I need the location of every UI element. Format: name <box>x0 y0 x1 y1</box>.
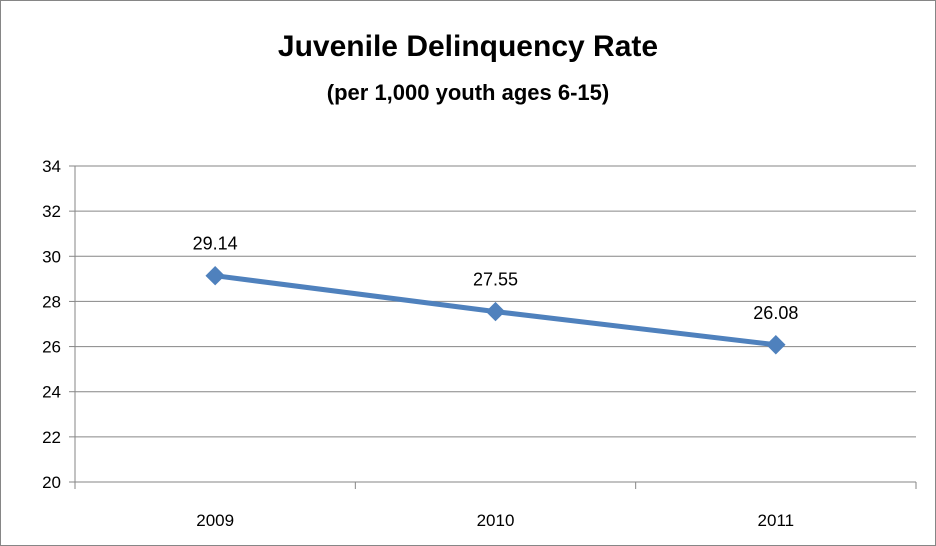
x-tick-label: 2010 <box>477 511 515 530</box>
chart-title: Juvenile Delinquency Rate <box>277 30 659 63</box>
x-axis-ticks: 2009 2010 2011 <box>196 511 794 530</box>
data-point-marker <box>205 265 225 286</box>
series-line <box>205 265 786 355</box>
data-label: 26.08 <box>753 303 798 323</box>
y-tick-label: 26 <box>42 338 61 357</box>
data-label: 27.55 <box>473 270 518 290</box>
y-tick-label: 22 <box>42 428 61 447</box>
y-tick-label: 28 <box>42 292 61 311</box>
y-tick-label: 32 <box>42 202 61 221</box>
chart-subtitle: (per 1,000 youth ages 6-15) <box>326 80 610 105</box>
x-tick-label: 2009 <box>196 511 234 530</box>
axes <box>69 165 917 489</box>
x-tick-label: 2011 <box>758 511 795 530</box>
y-axis-ticks: 20 22 24 26 28 30 32 34 <box>42 157 61 492</box>
y-tick-label: 30 <box>42 247 61 266</box>
data-label: 29.14 <box>193 234 238 254</box>
gridlines <box>75 165 916 438</box>
y-tick-label: 24 <box>42 383 61 402</box>
y-tick-label: 20 <box>42 473 61 492</box>
data-labels: 29.14 27.55 26.08 <box>193 234 799 323</box>
y-tick-label: 34 <box>42 157 61 176</box>
data-point-marker <box>766 335 786 355</box>
data-point-marker <box>485 301 506 322</box>
